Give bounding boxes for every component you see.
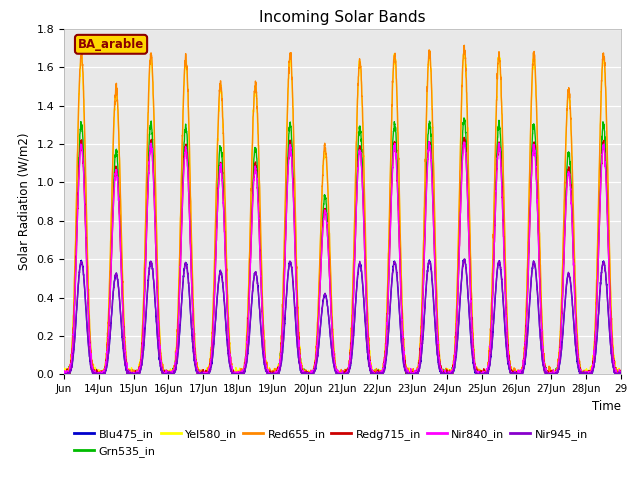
Red655_in bbox=[617, 371, 625, 376]
Yel580_in bbox=[426, 48, 433, 53]
Nir945_in bbox=[463, 277, 471, 283]
Redg715_in bbox=[611, 365, 618, 371]
Blu475_in bbox=[499, 290, 506, 296]
Grn535_in bbox=[60, 372, 68, 377]
Yel580_in bbox=[532, 83, 540, 89]
Red655_in bbox=[414, 369, 422, 375]
Red655_in bbox=[463, 101, 471, 107]
Redg715_in bbox=[463, 177, 471, 183]
Title: Incoming Solar Bands: Incoming Solar Bands bbox=[259, 10, 426, 25]
Legend: Blu475_in, Grn535_in, Yel580_in, Red655_in, Redg715_in, Nir840_in, Nir945_in: Blu475_in, Grn535_in, Yel580_in, Red655_… bbox=[70, 425, 592, 461]
Nir945_in bbox=[611, 370, 618, 376]
Nir840_in bbox=[532, 164, 540, 169]
Red655_in bbox=[499, 138, 506, 144]
X-axis label: Time: Time bbox=[592, 400, 621, 413]
Grn535_in bbox=[532, 145, 540, 151]
Grn535_in bbox=[414, 370, 422, 376]
Nir945_in bbox=[532, 270, 540, 276]
Blu475_in bbox=[611, 369, 619, 375]
Blu475_in bbox=[61, 372, 68, 377]
Yel580_in bbox=[611, 359, 618, 364]
Grn535_in bbox=[460, 115, 468, 121]
Red655_in bbox=[611, 366, 619, 372]
Line: Red655_in: Red655_in bbox=[64, 45, 621, 374]
Grn535_in bbox=[617, 372, 625, 377]
Redg715_in bbox=[174, 329, 182, 335]
Line: Nir840_in: Nir840_in bbox=[64, 142, 621, 374]
Grn535_in bbox=[174, 324, 182, 329]
Nir945_in bbox=[617, 370, 625, 375]
Grn535_in bbox=[611, 365, 618, 371]
Line: Redg715_in: Redg715_in bbox=[64, 137, 621, 374]
Nir945_in bbox=[414, 371, 422, 377]
Nir840_in bbox=[499, 202, 506, 208]
Line: Nir945_in: Nir945_in bbox=[64, 259, 621, 374]
Nir840_in bbox=[463, 180, 471, 185]
Yel580_in bbox=[414, 370, 422, 375]
Line: Grn535_in: Grn535_in bbox=[64, 118, 621, 374]
Grn535_in bbox=[463, 159, 471, 165]
Blu475_in bbox=[463, 278, 471, 284]
Blu475_in bbox=[461, 256, 468, 262]
Blu475_in bbox=[60, 370, 68, 376]
Red655_in bbox=[461, 42, 468, 48]
Nir840_in bbox=[426, 139, 433, 144]
Grn535_in bbox=[499, 184, 506, 190]
Blu475_in bbox=[174, 348, 182, 354]
Nir840_in bbox=[174, 327, 182, 333]
Red655_in bbox=[61, 372, 68, 377]
Yel580_in bbox=[617, 371, 625, 377]
Yel580_in bbox=[499, 136, 506, 142]
Redg715_in bbox=[460, 134, 468, 140]
Nir840_in bbox=[414, 367, 422, 373]
Yel580_in bbox=[60, 372, 68, 377]
Blu475_in bbox=[532, 271, 540, 277]
Nir945_in bbox=[499, 288, 506, 293]
Red655_in bbox=[532, 92, 540, 98]
Nir840_in bbox=[611, 370, 618, 375]
Blu475_in bbox=[414, 369, 422, 374]
Nir945_in bbox=[461, 256, 468, 262]
Redg715_in bbox=[532, 163, 540, 169]
Blu475_in bbox=[617, 372, 625, 377]
Yel580_in bbox=[463, 103, 471, 109]
Redg715_in bbox=[414, 371, 422, 377]
Nir840_in bbox=[60, 372, 68, 377]
Yel580_in bbox=[174, 309, 182, 314]
Line: Blu475_in: Blu475_in bbox=[64, 259, 621, 374]
Y-axis label: Solar Radiation (W/m2): Solar Radiation (W/m2) bbox=[18, 133, 31, 270]
Redg715_in bbox=[617, 372, 625, 377]
Line: Yel580_in: Yel580_in bbox=[64, 50, 621, 374]
Nir945_in bbox=[60, 372, 68, 377]
Nir840_in bbox=[617, 372, 625, 377]
Red655_in bbox=[60, 370, 68, 376]
Text: BA_arable: BA_arable bbox=[78, 38, 144, 51]
Red655_in bbox=[174, 307, 182, 312]
Redg715_in bbox=[60, 372, 68, 377]
Redg715_in bbox=[499, 194, 506, 200]
Nir945_in bbox=[174, 350, 182, 356]
